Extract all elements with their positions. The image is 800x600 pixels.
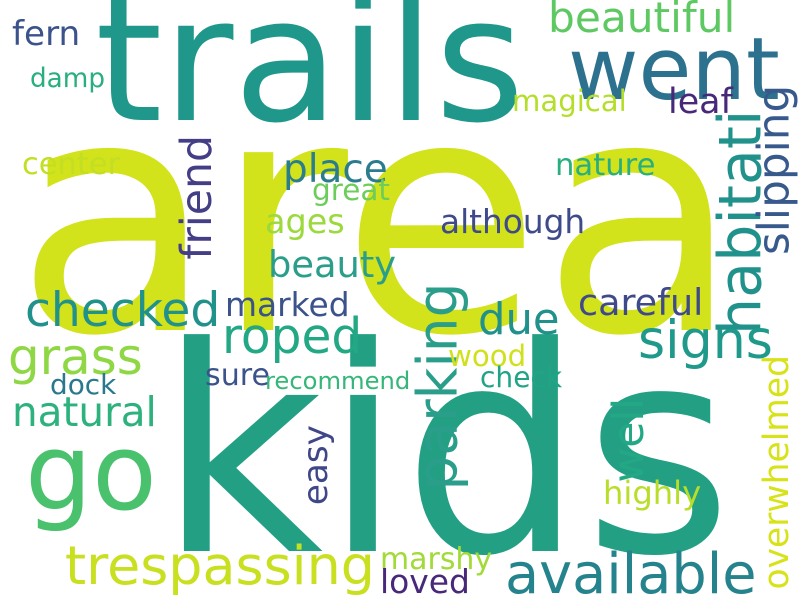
- word-nature: nature: [555, 147, 656, 183]
- word-area: area: [15, 28, 741, 407]
- word-kids: kids: [158, 287, 733, 600]
- word-leaf: leaf: [668, 81, 733, 122]
- word-marshy: marshy: [380, 542, 493, 577]
- word-dock: dock: [50, 367, 117, 401]
- word-beauty: beauty: [268, 242, 397, 286]
- word-great: great: [312, 172, 390, 207]
- word-slipping: slipping: [748, 84, 800, 255]
- word-grass: grass: [8, 327, 143, 386]
- word-trespassing: trespassing: [65, 534, 375, 597]
- word-ages: ages: [265, 201, 345, 241]
- word-center: center: [22, 146, 121, 182]
- word-highly: highly: [603, 474, 702, 512]
- word-available: available: [505, 542, 757, 600]
- word-sure: sure: [205, 357, 271, 393]
- word-well: well: [604, 397, 654, 483]
- word-careful: careful: [578, 280, 704, 324]
- word-signs: signs: [638, 310, 773, 371]
- word-checked: checked: [25, 283, 221, 338]
- word-marked: marked: [225, 285, 350, 324]
- word-roped: roped: [222, 309, 363, 365]
- word-fern: fern: [12, 14, 81, 54]
- word-due: due: [478, 295, 560, 345]
- word-wood: wood: [448, 338, 527, 373]
- word-trails: trails: [95, 0, 525, 161]
- word-natural: natural: [12, 388, 157, 436]
- word-go: go: [25, 410, 157, 534]
- word-damp: damp: [30, 64, 105, 94]
- word-magical: magical: [512, 83, 627, 118]
- word-parking: parking: [405, 281, 470, 490]
- word-place: place: [283, 146, 388, 192]
- word-beautiful: beautiful: [548, 0, 736, 42]
- word-overwhelmed: overwhelmed: [756, 354, 797, 590]
- word-loved: loved: [380, 561, 470, 600]
- word-easy: easy: [295, 425, 336, 506]
- word-friend: friend: [172, 134, 223, 260]
- word-although: although: [440, 203, 586, 241]
- word-went: went: [568, 20, 780, 120]
- word-check: check: [480, 360, 563, 394]
- word-recommend: recommend: [265, 366, 411, 395]
